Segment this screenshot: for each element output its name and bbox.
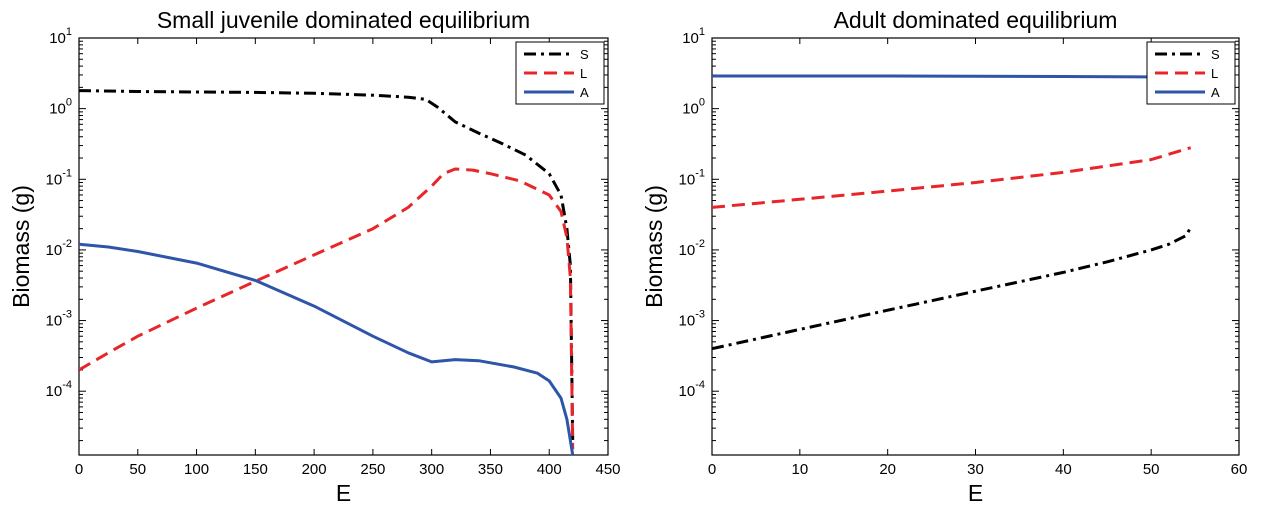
series-line-A — [79, 242, 575, 456]
series-line-A — [712, 74, 1191, 79]
y-tick-base: 10 — [682, 101, 699, 118]
y-tick-exponent: 1 — [66, 26, 72, 38]
x-tick-label: 400 — [537, 461, 562, 478]
x-tick-label: 200 — [302, 461, 327, 478]
x-tick-label: 250 — [360, 461, 385, 478]
y-axis-label: Biomass (g) — [8, 185, 34, 308]
x-axis-label: E — [968, 480, 983, 506]
x-tick-label: 10 — [791, 461, 808, 478]
x-tick-label: 0 — [75, 461, 83, 478]
y-tick-label: 10-4 — [46, 379, 72, 400]
y-tick-exponent: -4 — [62, 379, 72, 391]
x-tick-label: 300 — [419, 461, 444, 478]
y-tick-base: 10 — [46, 242, 63, 259]
legend-label-S: S — [1211, 47, 1220, 62]
y-tick-base: 10 — [679, 383, 696, 400]
y-tick-label: 10-1 — [46, 167, 72, 188]
x-tick-label: 0 — [708, 461, 716, 478]
x-tick-label: 50 — [129, 461, 146, 478]
y-tick-base: 10 — [46, 313, 63, 330]
y-tick-label: 10-1 — [679, 167, 705, 188]
x-tick-label: 60 — [1231, 461, 1248, 478]
x-tick-label: 350 — [478, 461, 503, 478]
y-tick-exponent: -1 — [695, 167, 705, 179]
x-axis-label: E — [336, 480, 351, 506]
y-axis-label: Biomass (g) — [641, 185, 667, 308]
y-tick-exponent: -2 — [695, 238, 705, 250]
legend-label-A: A — [1211, 85, 1220, 100]
y-tick-base: 10 — [679, 242, 696, 259]
y-tick-label: 100 — [49, 97, 72, 118]
y-tick-base: 10 — [46, 171, 63, 188]
y-tick-label: 10-2 — [679, 238, 705, 259]
legend-label-S: S — [580, 47, 589, 62]
legend: SLA — [515, 41, 605, 105]
series-line-L — [79, 167, 575, 450]
legend-label-L: L — [580, 66, 587, 81]
legend-label-L: L — [1211, 66, 1218, 81]
y-tick-base: 10 — [46, 383, 63, 400]
x-tick-label: 50 — [1143, 461, 1160, 478]
chart-panel-small-juvenile: Small juvenile dominated equilibrium 0 50 1… — [8, 7, 621, 506]
y-tick-label: 101 — [49, 26, 72, 47]
y-tick-exponent: -2 — [62, 238, 72, 250]
chart-title: Adult dominated equilibrium — [834, 7, 1118, 33]
legend: SLA — [1146, 41, 1236, 105]
y-tick-base: 10 — [679, 313, 696, 330]
y-tick-exponent: 1 — [699, 26, 705, 38]
y-tick-label: 10-3 — [679, 309, 705, 330]
y-tick-label: 100 — [682, 97, 705, 118]
y-tick-base: 10 — [679, 171, 696, 188]
y-tick-exponent: -1 — [62, 167, 72, 179]
y-tick-exponent: -3 — [695, 309, 705, 321]
y-tick-label: 101 — [682, 26, 705, 47]
y-tick-exponent: -4 — [695, 379, 705, 391]
y-tick-label: 10-4 — [679, 379, 705, 400]
y-tick-label: 10-2 — [46, 238, 72, 259]
x-tick-label: 20 — [879, 461, 896, 478]
x-tick-label: 100 — [184, 461, 209, 478]
series-line-S — [712, 226, 1193, 351]
series-line-L — [712, 146, 1192, 209]
x-tick-label: 450 — [595, 461, 620, 478]
series-line-S — [79, 89, 575, 441]
x-tick-label: 30 — [967, 461, 984, 478]
chart-title: Small juvenile dominated equilibrium — [157, 7, 530, 33]
plot-area-frame — [78, 37, 609, 456]
y-tick-label: 10-3 — [46, 309, 72, 330]
y-tick-exponent: 0 — [66, 97, 72, 109]
x-tick-label: 40 — [1055, 461, 1072, 478]
x-tick-label: 150 — [243, 461, 268, 478]
y-tick-base: 10 — [682, 30, 699, 47]
y-tick-base: 10 — [49, 30, 66, 47]
y-tick-exponent: -3 — [62, 309, 72, 321]
y-tick-exponent: 0 — [699, 97, 705, 109]
legend-label-A: A — [580, 85, 589, 100]
y-tick-base: 10 — [49, 101, 66, 118]
